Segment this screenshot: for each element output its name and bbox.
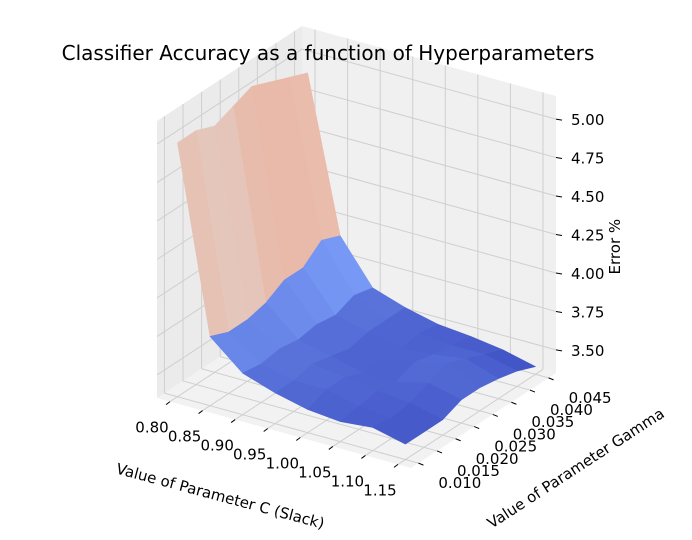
y-tick-label: 0.035 <box>531 413 574 431</box>
y-tick-label: 0.045 <box>569 389 612 407</box>
y-tick-mark <box>474 426 480 430</box>
y-axis-label: Value of Parameter Gamma <box>484 404 668 532</box>
x-tick-mark <box>198 410 203 414</box>
x-tick-mark <box>328 446 334 450</box>
chart-title: Classifier Accuracy as a function of Hyp… <box>62 41 595 65</box>
x-tick-mark <box>361 455 366 459</box>
surface-patch <box>372 418 425 445</box>
z-tick-label: 5.00 <box>571 111 604 129</box>
z-tick-label: 4.00 <box>571 265 604 283</box>
y-tick-mark <box>492 413 498 417</box>
x-tick-mark <box>295 437 301 441</box>
grid-line-z-back <box>301 125 557 197</box>
grid-line-z-back <box>301 202 557 274</box>
z-tick-mark <box>555 118 563 121</box>
z-tick-mark <box>555 310 563 313</box>
z-tick-mark <box>555 272 563 275</box>
z-tick-mark <box>555 195 563 198</box>
y-tick-label: 0.040 <box>550 401 593 419</box>
z-tick-mark <box>555 234 563 236</box>
grid-line-x-floor <box>397 368 544 465</box>
x-tick-label: 1.10 <box>331 472 364 490</box>
x-tick-label: 1.00 <box>266 455 299 473</box>
x-tick-label: 0.85 <box>168 428 201 446</box>
z-tick-label: 3.75 <box>571 303 604 321</box>
x-tick-mark <box>230 419 236 423</box>
x-tick-label: 0.95 <box>233 446 266 464</box>
y-tick-mark <box>529 389 536 393</box>
x-tick-mark <box>263 428 269 432</box>
grid-line-z-back <box>301 48 557 120</box>
x-tick-label: 1.05 <box>298 464 331 482</box>
z-tick-mark <box>555 349 563 352</box>
x-tick-mark <box>165 401 171 405</box>
y-tick-mark <box>455 438 461 442</box>
surface <box>177 72 536 445</box>
y-tick-label: 0.030 <box>513 425 556 443</box>
z-tick-label: 4.25 <box>571 227 604 245</box>
y-tick-mark <box>548 377 554 381</box>
y-tick-label: 0.025 <box>494 438 537 456</box>
z-tick-mark <box>555 157 563 160</box>
z-axis-label: Error % <box>606 219 624 275</box>
y-tick-mark <box>418 462 424 466</box>
x-tick-mark <box>393 464 399 468</box>
grid-line-z-back <box>301 164 557 235</box>
z-tick-label: 4.75 <box>571 150 604 168</box>
y-tick-label: 0.015 <box>457 462 500 480</box>
x-tick-label: 1.15 <box>363 481 396 499</box>
z-tick-label: 4.50 <box>571 188 604 206</box>
z-tick-label: 3.50 <box>571 342 604 360</box>
x-tick-label: 0.80 <box>135 419 168 437</box>
y-tick-mark <box>511 401 517 405</box>
grid-line-z-back <box>301 87 557 159</box>
grid-line-y-floor <box>164 392 419 464</box>
y-tick-label: 0.010 <box>438 474 481 492</box>
grid-line-y-floor <box>182 380 438 452</box>
y-tick-mark <box>436 450 443 454</box>
tick-labels: 0.80 0.85 0.90 0.95 1.00 1.05 1.10 1.15 0.0100.0… <box>135 111 611 499</box>
y-tick-label: 0.020 <box>476 450 519 468</box>
grid-line-z-left <box>156 48 303 145</box>
x-tick-label: 0.90 <box>200 437 233 455</box>
